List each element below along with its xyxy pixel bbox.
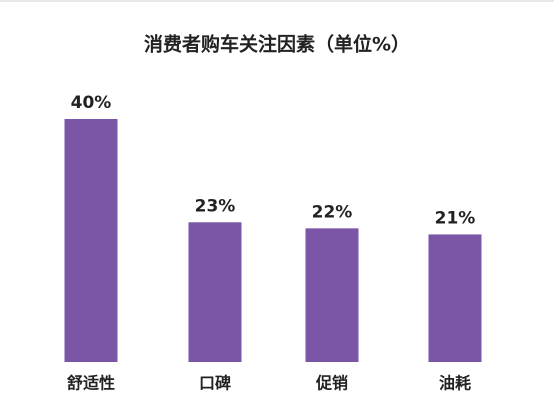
x-tick-label: 油耗 xyxy=(439,374,471,393)
x-tick-label: 促销 xyxy=(315,374,348,393)
bar xyxy=(64,119,118,362)
top-border xyxy=(0,0,554,2)
bar xyxy=(305,228,359,362)
x-tick-label: 舒适性 xyxy=(67,374,115,393)
value-label: 23% xyxy=(195,196,236,216)
chart-title: 消费者购车关注因素（单位%） xyxy=(144,33,410,56)
bar xyxy=(188,222,242,362)
bar xyxy=(428,234,482,362)
value-label: 22% xyxy=(312,202,353,222)
value-label: 21% xyxy=(435,208,476,228)
x-tick-label: 口碑 xyxy=(199,374,231,393)
value-label: 40% xyxy=(71,93,112,113)
